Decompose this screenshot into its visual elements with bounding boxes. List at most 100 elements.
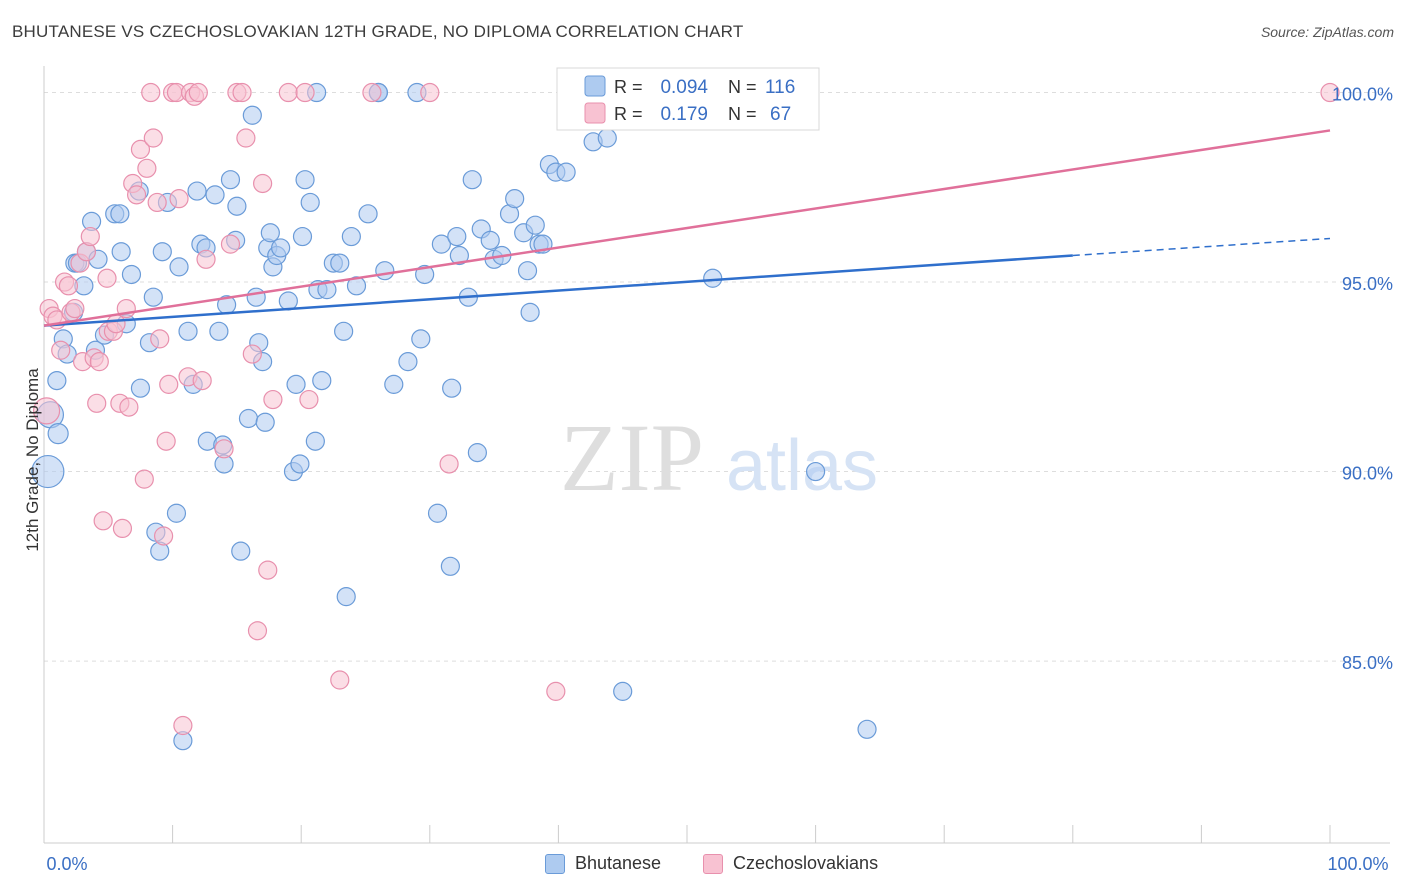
point-czechoslovakians (143, 128, 163, 148)
point-bhutanese (121, 264, 142, 285)
point-czechoslovakians (295, 82, 315, 103)
x-tick-label-min: 0.0% (46, 854, 87, 874)
point-bhutanese (449, 245, 469, 266)
chart-source: Source: ZipAtlas.com (1260, 24, 1394, 40)
stats-n-label-pink: N = (728, 104, 757, 124)
point-bhutanese (231, 541, 251, 561)
point-czechoslovakians (156, 431, 176, 451)
point-bhutanese (187, 181, 207, 201)
zipatlas-watermark: ZIP atlas (560, 404, 878, 511)
y-tick-label: 100.0% (1332, 85, 1393, 105)
point-czechoslovakians (420, 82, 440, 103)
point-bhutanese (47, 423, 69, 445)
point-bhutanese (278, 291, 298, 311)
point-czechoslovakians (153, 526, 174, 546)
point-bhutanese (166, 503, 187, 523)
point-bhutanese (271, 238, 291, 258)
point-bhutanese (178, 321, 198, 341)
point-czechoslovakians (196, 249, 216, 269)
point-bhutanese (517, 261, 538, 281)
point-czechoslovakians (258, 560, 278, 580)
point-czechoslovakians (546, 681, 566, 701)
point-czechoslovakians (253, 173, 273, 194)
point-bhutanese (597, 128, 617, 148)
stats-n-value-pink: 67 (770, 104, 791, 125)
point-bhutanese (305, 431, 325, 451)
point-czechoslovakians (126, 185, 147, 205)
point-czechoslovakians (93, 511, 113, 531)
point-bhutanese (317, 280, 337, 300)
point-bhutanese (703, 268, 723, 288)
point-bhutanese (312, 370, 332, 391)
stats-swatch-pink (584, 102, 606, 124)
legend-label-bhutanese: Bhutanese (575, 853, 662, 873)
trend-lines (43, 129, 1331, 327)
point-bhutanese (384, 374, 404, 394)
point-czechoslovakians (299, 389, 319, 410)
point-czechoslovakians (278, 82, 298, 103)
point-bhutanese (398, 352, 418, 372)
trend-line-bhutanese (43, 254, 1073, 327)
point-bhutanese (242, 105, 262, 125)
legend-label-czechoslovakians: Czechoslovakians (733, 853, 879, 873)
stats-n-value-blue: 116 (765, 77, 795, 98)
point-czechoslovakians (188, 82, 208, 103)
stats-r-label-blue: R = (614, 77, 643, 97)
point-bhutanese (857, 719, 877, 739)
point-bhutanese (411, 329, 431, 349)
point-bhutanese (31, 454, 65, 489)
point-bhutanese (295, 170, 315, 190)
stats-r-value-pink: 0.179 (660, 104, 708, 125)
legend-swatch-bhutanese (545, 853, 565, 874)
point-bhutanese (431, 234, 451, 254)
point-bhutanese (110, 204, 130, 224)
point-czechoslovakians (263, 389, 283, 410)
stats-legend: R = 0.094 N = 116 R = 0.179 N = 67 (556, 67, 820, 131)
point-bhutanese (227, 196, 247, 216)
point-bhutanese (462, 170, 482, 190)
point-czechoslovakians (112, 518, 133, 539)
point-bhutanese (246, 287, 266, 307)
point-bhutanese (341, 226, 361, 247)
point-czechoslovakians (159, 374, 179, 394)
point-bhutanese (447, 226, 467, 247)
point-bhutanese (330, 253, 350, 273)
point-czechoslovakians (80, 226, 100, 247)
point-bhutanese (336, 587, 356, 607)
series-bhutanese-points (31, 82, 877, 751)
trend-line-czechoslovakians (43, 129, 1331, 327)
y-tick-labels: 85.0% 90.0% 95.0% 100.0% (1332, 85, 1393, 674)
y-tick-label: 95.0% (1342, 274, 1393, 294)
point-bhutanese (334, 321, 354, 341)
series-czechoslovakians-points (32, 82, 1340, 736)
point-czechoslovakians (232, 82, 252, 103)
point-czechoslovakians (169, 189, 189, 209)
point-czechoslovakians (192, 370, 212, 391)
grid-lines (44, 92, 1390, 662)
point-bhutanese (505, 189, 525, 209)
point-bhutanese (467, 443, 487, 463)
watermark-atlas: atlas (726, 426, 878, 506)
point-bhutanese (346, 276, 367, 296)
trend-line-bhutanese-extension (1072, 237, 1331, 257)
point-bhutanese (358, 204, 378, 224)
point-czechoslovakians (106, 314, 126, 334)
point-czechoslovakians (1320, 82, 1340, 103)
point-bhutanese (111, 242, 131, 262)
point-czechoslovakians (150, 329, 170, 349)
point-bhutanese (238, 408, 259, 429)
point-bhutanese (260, 223, 280, 243)
point-czechoslovakians (147, 192, 167, 213)
point-bhutanese (556, 162, 576, 182)
point-czechoslovakians (134, 469, 154, 489)
point-bhutanese (205, 185, 225, 205)
axes (43, 66, 1390, 844)
stats-r-value-blue: 0.094 (660, 77, 708, 98)
point-czechoslovakians (173, 715, 193, 736)
point-czechoslovakians (220, 234, 241, 254)
point-czechoslovakians (439, 454, 459, 474)
point-bhutanese (525, 215, 545, 235)
y-axis-label: 12th Grade, No Diploma (23, 368, 42, 552)
legend-item-bhutanese: Bhutanese (545, 853, 661, 874)
